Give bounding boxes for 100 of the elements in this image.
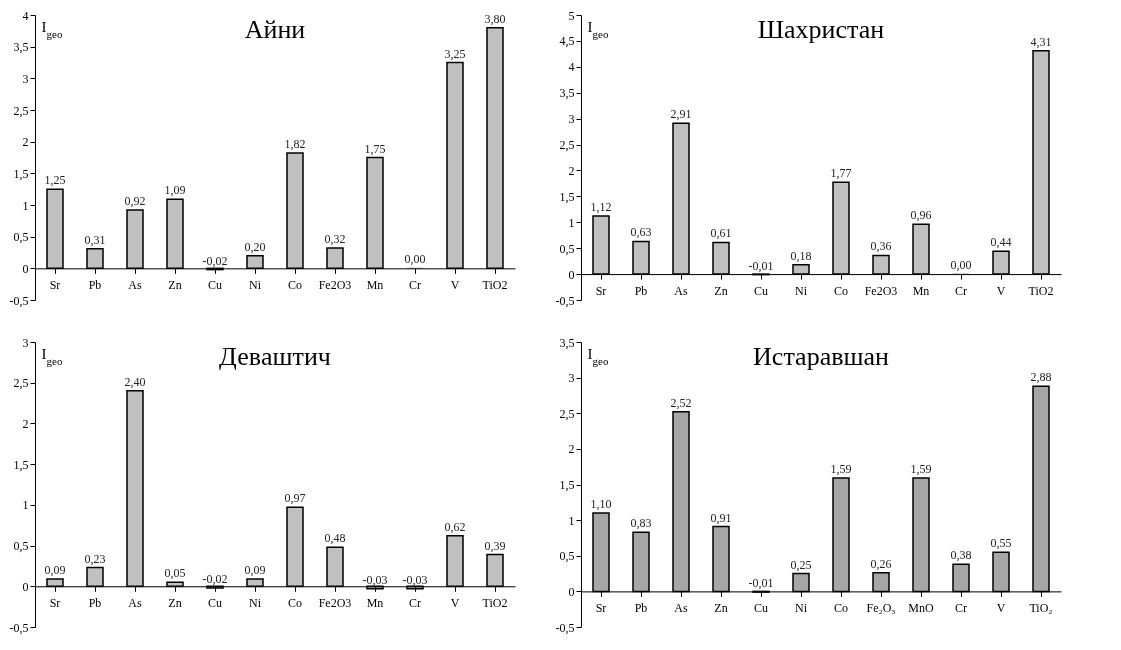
y-tick-label: 0 — [22, 261, 29, 276]
chart-title: Айни — [244, 15, 306, 44]
y-tick-label: 0 — [568, 267, 575, 282]
chart-title: Девaштич — [219, 342, 331, 371]
y-tick-label: 1 — [22, 498, 29, 513]
x-tick-label: Ni — [795, 283, 808, 298]
x-tick-label: Fe2O3 — [318, 277, 352, 292]
y-tick-label: 3 — [568, 371, 575, 386]
y-tick-label: 0,5 — [559, 549, 575, 564]
x-tick-label: Zn — [714, 283, 728, 298]
x-tick-label: Cu — [753, 283, 769, 298]
data-label: 0,92 — [124, 194, 146, 209]
data-label: 1,77 — [830, 166, 852, 181]
y-tick-label: 4,5 — [559, 34, 575, 49]
x-tick-label: Cu — [207, 277, 223, 292]
data-label: -0,02 — [202, 253, 228, 268]
data-label: 2,52 — [670, 395, 692, 410]
y-tick-label: 3 — [22, 71, 29, 86]
y-tick-label: 3,5 — [559, 86, 575, 101]
x-tick-label: As — [674, 283, 688, 298]
data-label: 1,25 — [44, 173, 66, 188]
x-tick-label: Ni — [795, 600, 808, 615]
y-tick-label: 3,5 — [13, 40, 29, 55]
data-label: 0,96 — [910, 208, 932, 223]
data-label: -0,01 — [748, 576, 774, 591]
data-label: 0,62 — [444, 519, 466, 534]
y-axis-title: I$_{geo}$ — [587, 18, 609, 40]
x-tick-label: Fe2O3 — [864, 283, 898, 298]
y-tick-label: 2 — [568, 163, 575, 178]
x-tick-label: Mn — [912, 283, 930, 298]
x-tick-label: Ni — [249, 595, 262, 610]
y-tick-label: 2,5 — [559, 138, 575, 153]
data-label: 0,63 — [630, 225, 652, 240]
data-label: 0,91 — [710, 510, 732, 525]
x-tick-label: Zn — [168, 277, 182, 292]
x-tick-label: Fe₂O₃ — [866, 600, 896, 615]
x-tick-label: Fe2O3 — [318, 595, 352, 610]
y-tick-label: 3 — [22, 335, 29, 350]
x-tick-label: Co — [833, 600, 849, 615]
data-label: -0,03 — [362, 572, 388, 587]
y-tick-label: -0,5 — [555, 293, 575, 308]
x-tick-label: TiO₂ — [1029, 600, 1053, 615]
x-tick-label: Zn — [168, 595, 182, 610]
y-tick-label: -0,5 — [555, 620, 575, 635]
y-tick-label: 3 — [568, 112, 575, 127]
y-tick-label: 1 — [22, 198, 29, 213]
data-label: 0,97 — [284, 491, 306, 506]
x-tick-label: Pb — [634, 600, 648, 615]
y-tick-label: 0 — [22, 579, 29, 594]
data-label: 0,48 — [324, 531, 346, 546]
data-label: -0,01 — [748, 258, 774, 273]
data-label: 0,38 — [950, 548, 972, 563]
x-tick-label: V — [450, 595, 460, 610]
chart-title: Истаравшан — [753, 342, 889, 371]
x-tick-label: Cr — [409, 595, 421, 610]
data-label: 0,20 — [244, 239, 266, 254]
x-tick-label: Co — [833, 283, 849, 298]
data-label: 0,55 — [990, 536, 1012, 551]
x-tick-label: Zn — [714, 600, 728, 615]
x-tick-label: Cr — [409, 277, 421, 292]
y-tick-label: 4 — [22, 8, 29, 23]
y-tick-label: 2,5 — [13, 103, 29, 118]
data-label: 1,10 — [590, 497, 612, 511]
data-label: 4,31 — [1030, 34, 1052, 49]
x-tick-label: As — [674, 600, 688, 615]
chart-title: Шахристан — [757, 15, 885, 44]
x-tick-label: As — [128, 277, 142, 292]
x-tick-label: Cu — [207, 595, 223, 610]
data-label: 1,12 — [590, 200, 612, 215]
y-tick-label: 1 — [568, 215, 575, 230]
x-tick-label: Sr — [49, 595, 61, 610]
data-label: 0,32 — [324, 232, 346, 247]
x-tick-label: V — [996, 600, 1006, 615]
data-label: 0,00 — [950, 258, 972, 273]
x-tick-label: MnO — [908, 600, 934, 615]
data-label: -0,03 — [402, 572, 428, 587]
y-axis-title: I$_{geo}$ — [587, 345, 609, 367]
x-tick-label: Cu — [753, 600, 769, 615]
x-tick-label: Sr — [49, 277, 61, 292]
y-tick-label: 1,5 — [559, 478, 575, 492]
y-tick-label: 2,5 — [13, 376, 29, 391]
x-tick-label: TiO2 — [1028, 283, 1054, 298]
x-tick-label: Co — [287, 595, 303, 610]
x-tick-label: Cr — [955, 600, 967, 615]
data-label: 3,25 — [444, 46, 466, 61]
y-tick-label: 2 — [568, 442, 575, 457]
x-tick-label: Pb — [88, 595, 102, 610]
data-label: 1,82 — [284, 137, 306, 152]
x-tick-label: Pb — [88, 277, 102, 292]
y-tick-label: 1,5 — [13, 457, 29, 472]
data-label: 0,83 — [630, 516, 652, 531]
data-label: 1,59 — [830, 462, 852, 477]
data-label: 0,36 — [870, 239, 892, 254]
x-tick-label: Sr — [595, 600, 607, 615]
data-label: 0,18 — [790, 248, 812, 263]
y-tick-label: 4 — [568, 60, 575, 75]
x-tick-label: Mn — [366, 277, 384, 292]
x-tick-label: Pb — [634, 283, 648, 298]
data-label: 1,75 — [364, 141, 386, 156]
data-label: 0,09 — [244, 562, 266, 577]
